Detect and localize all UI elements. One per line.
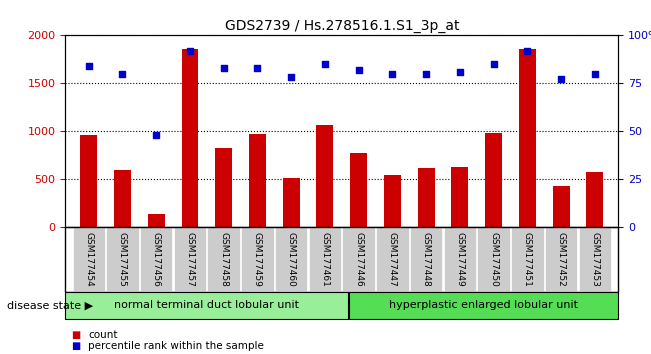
Text: disease state ▶: disease state ▶ <box>7 301 92 310</box>
FancyBboxPatch shape <box>106 227 139 291</box>
Bar <box>350 153 367 227</box>
Text: GSM177450: GSM177450 <box>489 232 498 287</box>
Bar <box>215 148 232 227</box>
Text: GSM177456: GSM177456 <box>152 232 161 287</box>
Point <box>219 65 229 71</box>
Point <box>252 65 262 71</box>
Text: GSM177460: GSM177460 <box>286 232 296 287</box>
FancyBboxPatch shape <box>444 227 476 291</box>
Point <box>353 67 364 73</box>
FancyBboxPatch shape <box>511 227 544 291</box>
FancyBboxPatch shape <box>72 227 105 291</box>
Text: GSM177452: GSM177452 <box>557 232 566 287</box>
Text: normal terminal duct lobular unit: normal terminal duct lobular unit <box>114 300 299 310</box>
FancyBboxPatch shape <box>477 227 510 291</box>
FancyBboxPatch shape <box>309 227 341 291</box>
Title: GDS2739 / Hs.278516.1.S1_3p_at: GDS2739 / Hs.278516.1.S1_3p_at <box>225 19 459 33</box>
Text: ■: ■ <box>72 341 81 351</box>
FancyBboxPatch shape <box>342 227 375 291</box>
Bar <box>182 49 199 227</box>
Bar <box>587 172 603 227</box>
FancyBboxPatch shape <box>545 227 577 291</box>
FancyBboxPatch shape <box>174 227 206 291</box>
Point <box>488 61 499 67</box>
Point <box>590 71 600 76</box>
Bar <box>384 175 401 227</box>
Text: GSM177454: GSM177454 <box>84 232 93 287</box>
Point <box>320 61 330 67</box>
Point <box>454 69 465 75</box>
Bar <box>80 135 97 227</box>
Bar <box>283 178 299 227</box>
Bar <box>553 187 570 227</box>
Text: GSM177455: GSM177455 <box>118 232 127 287</box>
Point <box>387 71 398 76</box>
Point <box>522 48 533 53</box>
Text: GSM177453: GSM177453 <box>590 232 600 287</box>
Bar <box>148 214 165 227</box>
Text: ■: ■ <box>72 330 81 339</box>
Bar <box>114 170 131 227</box>
Text: count: count <box>88 330 117 339</box>
Point <box>286 75 296 80</box>
Bar <box>451 167 468 227</box>
Point <box>117 71 128 76</box>
FancyBboxPatch shape <box>242 227 273 291</box>
Point <box>556 76 566 82</box>
Bar <box>316 125 333 227</box>
Text: percentile rank within the sample: percentile rank within the sample <box>88 341 264 351</box>
Point <box>421 71 432 76</box>
FancyBboxPatch shape <box>348 292 618 319</box>
Bar <box>249 134 266 227</box>
Text: GSM177461: GSM177461 <box>320 232 329 287</box>
FancyBboxPatch shape <box>579 227 611 291</box>
Bar <box>485 133 502 227</box>
Bar <box>418 168 435 227</box>
Point <box>151 132 161 138</box>
Bar <box>519 49 536 227</box>
FancyBboxPatch shape <box>376 227 409 291</box>
Text: GSM177446: GSM177446 <box>354 232 363 287</box>
Point <box>185 48 195 53</box>
Text: hyperplastic enlarged lobular unit: hyperplastic enlarged lobular unit <box>389 300 578 310</box>
Text: GSM177447: GSM177447 <box>388 232 397 287</box>
Text: GSM177449: GSM177449 <box>455 232 464 287</box>
Text: GSM177458: GSM177458 <box>219 232 229 287</box>
FancyBboxPatch shape <box>140 227 173 291</box>
Text: GSM177451: GSM177451 <box>523 232 532 287</box>
Text: GSM177459: GSM177459 <box>253 232 262 287</box>
FancyBboxPatch shape <box>410 227 442 291</box>
Text: GSM177457: GSM177457 <box>186 232 195 287</box>
Text: GSM177448: GSM177448 <box>422 232 430 287</box>
Point <box>83 63 94 69</box>
FancyBboxPatch shape <box>275 227 307 291</box>
FancyBboxPatch shape <box>65 292 348 319</box>
FancyBboxPatch shape <box>208 227 240 291</box>
